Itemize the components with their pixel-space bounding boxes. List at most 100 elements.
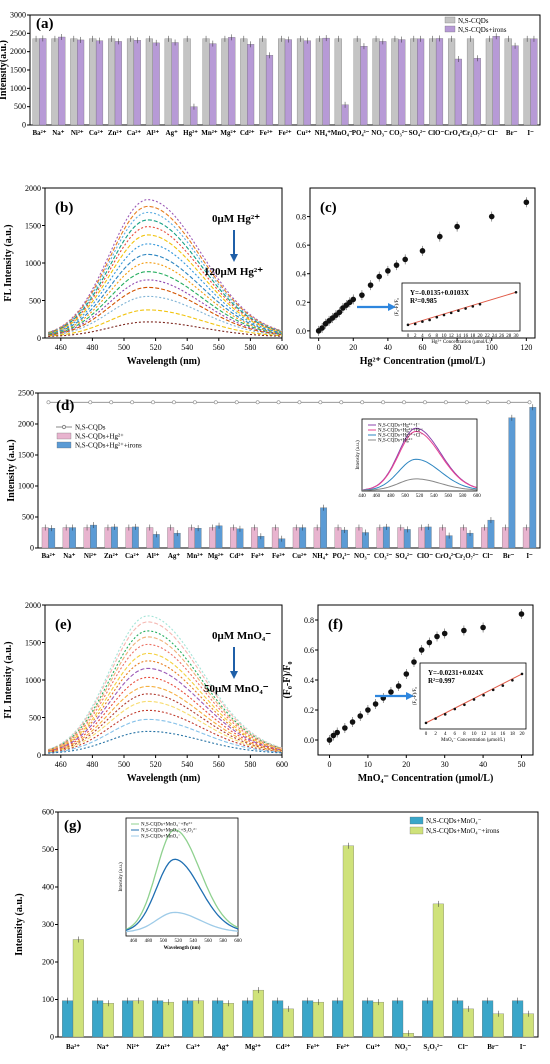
- data-point: [523, 199, 530, 206]
- category-label: Cu²⁺: [366, 1043, 381, 1051]
- category-label: CrO₄²⁻: [444, 129, 466, 137]
- data-point: [454, 223, 460, 230]
- data-point: [342, 725, 348, 731]
- category-label: Ca²⁺: [125, 552, 140, 560]
- spectrum-line: [48, 234, 283, 335]
- bar: [51, 38, 59, 126]
- bar: [429, 38, 437, 126]
- bar: [250, 527, 258, 549]
- inset-x-tick: 20: [520, 732, 526, 737]
- x-tick-label: 520: [150, 760, 162, 769]
- bar: [417, 38, 425, 126]
- inset-point: [471, 305, 475, 308]
- data-point: [419, 248, 426, 254]
- category-label: Al³⁺: [146, 129, 159, 137]
- bar: [152, 1000, 164, 1038]
- category-label: PO₄³⁻: [332, 552, 350, 560]
- bar: [102, 1003, 114, 1038]
- inset-point: [472, 698, 476, 701]
- inset-legend-label: N,S-CQDs+Hg²⁺+I⁻: [378, 423, 420, 429]
- series-marker: [485, 400, 490, 405]
- data-point: [350, 296, 357, 303]
- x-tick-label: 60: [419, 343, 427, 352]
- y-tick-label: 0.4: [304, 676, 314, 685]
- inset-frame: [401, 282, 521, 332]
- spectrum-line: [48, 226, 283, 334]
- y-tick-label: 2000: [25, 184, 41, 193]
- bar: [265, 55, 274, 126]
- category-label: Fe²⁺: [278, 129, 291, 137]
- series-marker: [151, 400, 155, 405]
- legend-label: N,S-CQDs: [458, 17, 489, 25]
- bar: [111, 526, 118, 549]
- spectrum-line: [48, 205, 283, 334]
- legend-label: N,S-CQDs+MnO₄⁻: [426, 817, 482, 825]
- arrow-icon: [388, 303, 396, 311]
- y-tick-label: 2000: [18, 420, 34, 429]
- x-tick-label: 30: [441, 760, 449, 769]
- bar: [278, 38, 286, 126]
- y-tick-label: 1500: [25, 639, 41, 648]
- series-marker: [423, 400, 427, 405]
- x-tick-label: 540: [181, 343, 193, 352]
- y-tick-label: 1000: [18, 482, 34, 491]
- data-point: [349, 719, 356, 725]
- bar: [183, 38, 191, 126]
- spectrum-line: [48, 199, 283, 334]
- inset-x-tick: 22: [485, 334, 491, 339]
- spectrum-line: [48, 636, 283, 751]
- bar: [212, 1000, 224, 1038]
- x-tick-label: 480: [86, 760, 98, 769]
- inset-spectrum: [125, 829, 239, 931]
- bar: [512, 1000, 524, 1038]
- x-tick-label: 20: [402, 760, 410, 769]
- y-tick-label: 0.2: [304, 706, 314, 715]
- category-label: NH₄⁺: [312, 552, 329, 560]
- category-label: Cl⁻: [487, 129, 498, 137]
- x-tick-label: 560: [213, 760, 225, 769]
- inset-legend-label: N,S-CQDs+Hg²⁺: [378, 438, 413, 444]
- series-marker: [234, 400, 239, 405]
- bar: [439, 527, 447, 549]
- x-tick-label: 500: [118, 760, 130, 769]
- x-tick-label: 50: [517, 760, 525, 769]
- y-tick-label: 500: [42, 845, 54, 854]
- spectrum-line: [48, 660, 283, 752]
- inset-x-tick: 480: [145, 939, 153, 944]
- bar: [89, 38, 97, 126]
- bar: [69, 527, 77, 549]
- series-marker: [360, 400, 365, 405]
- category-label: CO₃²⁻: [374, 552, 393, 560]
- bar: [72, 939, 84, 1038]
- category-label: Ca²⁺: [127, 129, 142, 137]
- inset-x-title: Wavelength (nm): [164, 946, 201, 951]
- category-label: Ca²⁺: [186, 1043, 201, 1051]
- x-tick-label: 40: [384, 343, 392, 352]
- spectrum-line: [48, 243, 283, 335]
- category-label: Zn²⁺: [104, 552, 119, 560]
- y-tick-label: 0.8: [296, 213, 306, 222]
- category-label: Ni²⁺: [84, 552, 97, 560]
- series-marker: [213, 400, 218, 405]
- data-point: [372, 701, 379, 707]
- bar: [422, 1000, 434, 1038]
- inset-x-tick: 24: [492, 334, 498, 339]
- bar: [313, 527, 321, 549]
- inset-x-tick: 12: [449, 334, 455, 339]
- category-label: Fe³⁺: [260, 129, 273, 137]
- inset-x-tick: 580: [219, 939, 227, 944]
- inset-x-tick: 8: [463, 732, 466, 737]
- inset-x-tick: 480: [387, 494, 395, 499]
- y-axis-title: Intensity(a.u.): [0, 40, 9, 100]
- category-label: Zn²⁺: [108, 129, 123, 137]
- y-tick-label: 2000: [25, 601, 41, 610]
- spectrum-line: [48, 615, 283, 751]
- y-tick-label: 0.4: [296, 270, 306, 279]
- bar: [70, 38, 78, 126]
- category-label: Cd²⁺: [276, 1043, 291, 1051]
- legend-label: N,S-CQDs+Hg²⁺: [75, 433, 124, 441]
- inset-x-tick: 10: [472, 732, 478, 737]
- bar: [460, 527, 467, 549]
- category-label: Ag⁺: [168, 552, 181, 560]
- inset-spectrum: [361, 430, 477, 491]
